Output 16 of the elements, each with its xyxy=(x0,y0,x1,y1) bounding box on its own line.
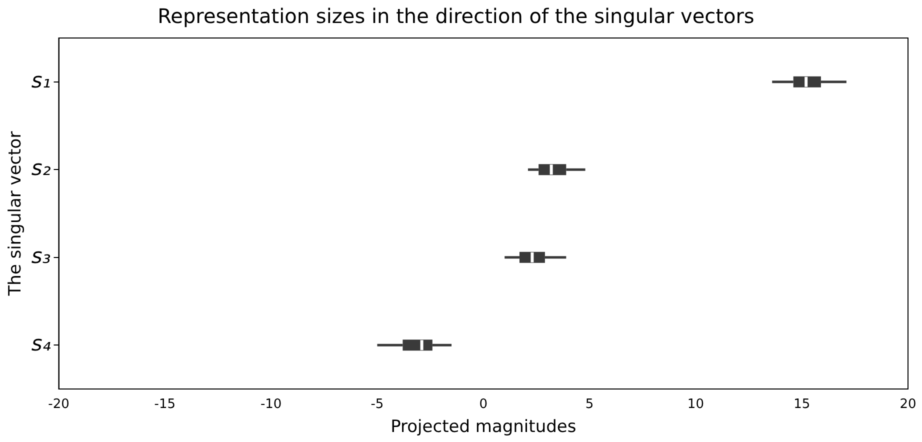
x-tick-label: -5 xyxy=(370,397,384,412)
chart-title: Representation sizes in the direction of the singular vectors xyxy=(158,4,754,28)
y-tick-label: s₂ xyxy=(31,156,52,180)
x-tick-label: 20 xyxy=(900,397,916,412)
y-tick-label: s₁ xyxy=(31,68,51,92)
x-tick-label: 15 xyxy=(794,397,810,412)
y-axis-title: The singular vector xyxy=(6,131,26,297)
x-tick-label: 10 xyxy=(687,397,704,412)
y-tick-label: s₄ xyxy=(31,332,52,356)
y-tick-label: s₃ xyxy=(31,244,51,268)
x-tick-label: 0 xyxy=(479,397,488,412)
x-tick-label: 5 xyxy=(585,397,594,412)
x-tick-label: -20 xyxy=(48,397,70,412)
x-axis-title: Projected magnitudes xyxy=(390,417,576,438)
x-tick-label: -10 xyxy=(260,397,282,412)
x-tick-label: -15 xyxy=(154,397,176,412)
